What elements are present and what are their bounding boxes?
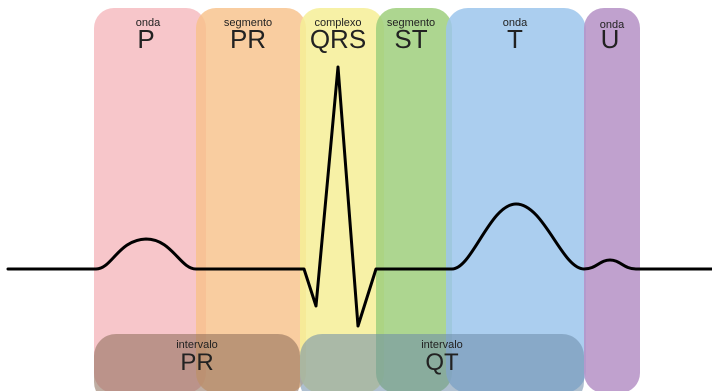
- band-t: [446, 8, 586, 391]
- band-u: [584, 8, 640, 391]
- band-u-small-label: onda: [600, 19, 625, 31]
- band-pr-small-label: segmento: [224, 17, 272, 29]
- band-qrs-small-label: complexo: [314, 17, 361, 29]
- band-st-segment: [376, 8, 452, 391]
- interval-qt-small-label: intervalo: [421, 339, 463, 351]
- wave-bands: [94, 8, 640, 391]
- band-st-small-label: segmento: [387, 17, 435, 29]
- band-p-small-label: onda: [136, 17, 161, 29]
- band-labels: onda P segmento PR complexo QRS segmento…: [136, 17, 625, 54]
- band-t-small-label: onda: [503, 17, 528, 29]
- band-st-big-label: ST: [394, 24, 427, 54]
- interval-pr-big-label: PR: [180, 349, 213, 376]
- band-qrs-big-label: QRS: [310, 24, 366, 54]
- interval-pr-small-label: intervalo: [176, 339, 218, 351]
- band-p-big-label: P: [137, 24, 154, 54]
- band-qrs: [300, 8, 384, 391]
- band-pr-segment: [196, 8, 306, 391]
- interval-boxes: [94, 334, 584, 391]
- band-pr-big-label: PR: [230, 24, 266, 54]
- interval-qt-box: [300, 334, 584, 391]
- interval-labels: intervalo PR intervalo QT: [176, 339, 463, 376]
- band-p: [94, 8, 206, 391]
- ecg-trace: [6, 65, 712, 328]
- band-t-big-label: T: [507, 24, 523, 54]
- interval-qt-big-label: QT: [425, 349, 459, 376]
- interval-pr-box: [94, 334, 300, 391]
- band-u-big-label: U: [601, 24, 620, 54]
